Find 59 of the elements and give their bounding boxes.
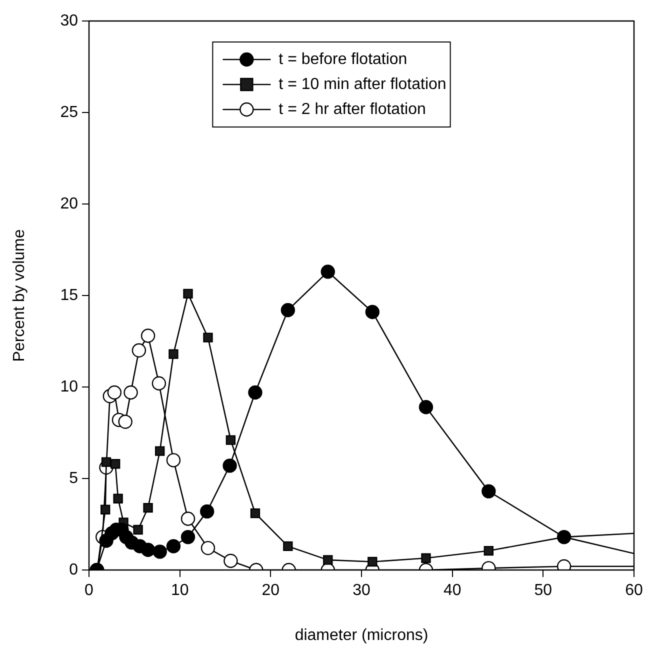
point — [132, 343, 146, 358]
point — [200, 540, 216, 556]
point — [248, 385, 262, 400]
point — [180, 530, 196, 544]
x-tick-label: 40 — [443, 582, 462, 600]
point — [152, 544, 167, 559]
x-tick-label: 10 — [170, 582, 189, 600]
point — [107, 385, 122, 400]
x-tick-label: 20 — [262, 582, 280, 600]
x-tick-label: 30 — [352, 582, 370, 600]
point — [200, 504, 214, 519]
point — [140, 542, 156, 557]
point — [155, 446, 165, 456]
point — [101, 457, 112, 467]
x-tick-label: 0 — [84, 582, 94, 600]
y-tick-label: 25 — [60, 104, 78, 121]
point — [280, 303, 296, 318]
legend-label: t = 10 min after flotation — [278, 76, 446, 93]
y-tick-label: 10 — [60, 378, 78, 396]
point — [320, 264, 335, 279]
point — [183, 288, 193, 299]
point — [113, 494, 123, 504]
point — [203, 332, 213, 342]
point — [250, 508, 260, 518]
point — [421, 553, 431, 563]
legend-label: t = before flotation — [278, 50, 408, 68]
y-tick-label: 20 — [60, 195, 78, 212]
point — [222, 458, 237, 473]
point — [133, 524, 143, 535]
x-tick-label: 50 — [534, 582, 552, 600]
point — [484, 546, 494, 556]
point — [152, 376, 166, 390]
point — [482, 484, 496, 498]
y-tick-label: 30 — [60, 12, 78, 30]
point — [100, 504, 110, 514]
point — [365, 304, 380, 320]
point — [166, 539, 181, 554]
point — [140, 328, 156, 343]
point — [143, 502, 153, 513]
point — [224, 554, 238, 568]
point — [556, 530, 572, 544]
point — [110, 459, 120, 469]
point — [323, 555, 333, 565]
y-tick-label: 15 — [60, 286, 78, 304]
point — [180, 512, 196, 526]
point — [418, 400, 434, 414]
point — [368, 556, 378, 567]
point — [118, 414, 132, 429]
legend-label: t = 2 hr after flotation — [278, 100, 426, 118]
x-axis-title: diameter (microns) — [294, 626, 428, 644]
y-axis-title: Percent by volume — [11, 229, 28, 362]
y-tick-label: 0 — [69, 561, 78, 578]
point — [124, 385, 138, 400]
point — [226, 435, 236, 445]
point — [166, 453, 181, 468]
y-tick-label: 5 — [69, 470, 78, 487]
point — [168, 349, 178, 359]
x-tick-label: 60 — [625, 582, 643, 600]
point — [283, 541, 293, 552]
